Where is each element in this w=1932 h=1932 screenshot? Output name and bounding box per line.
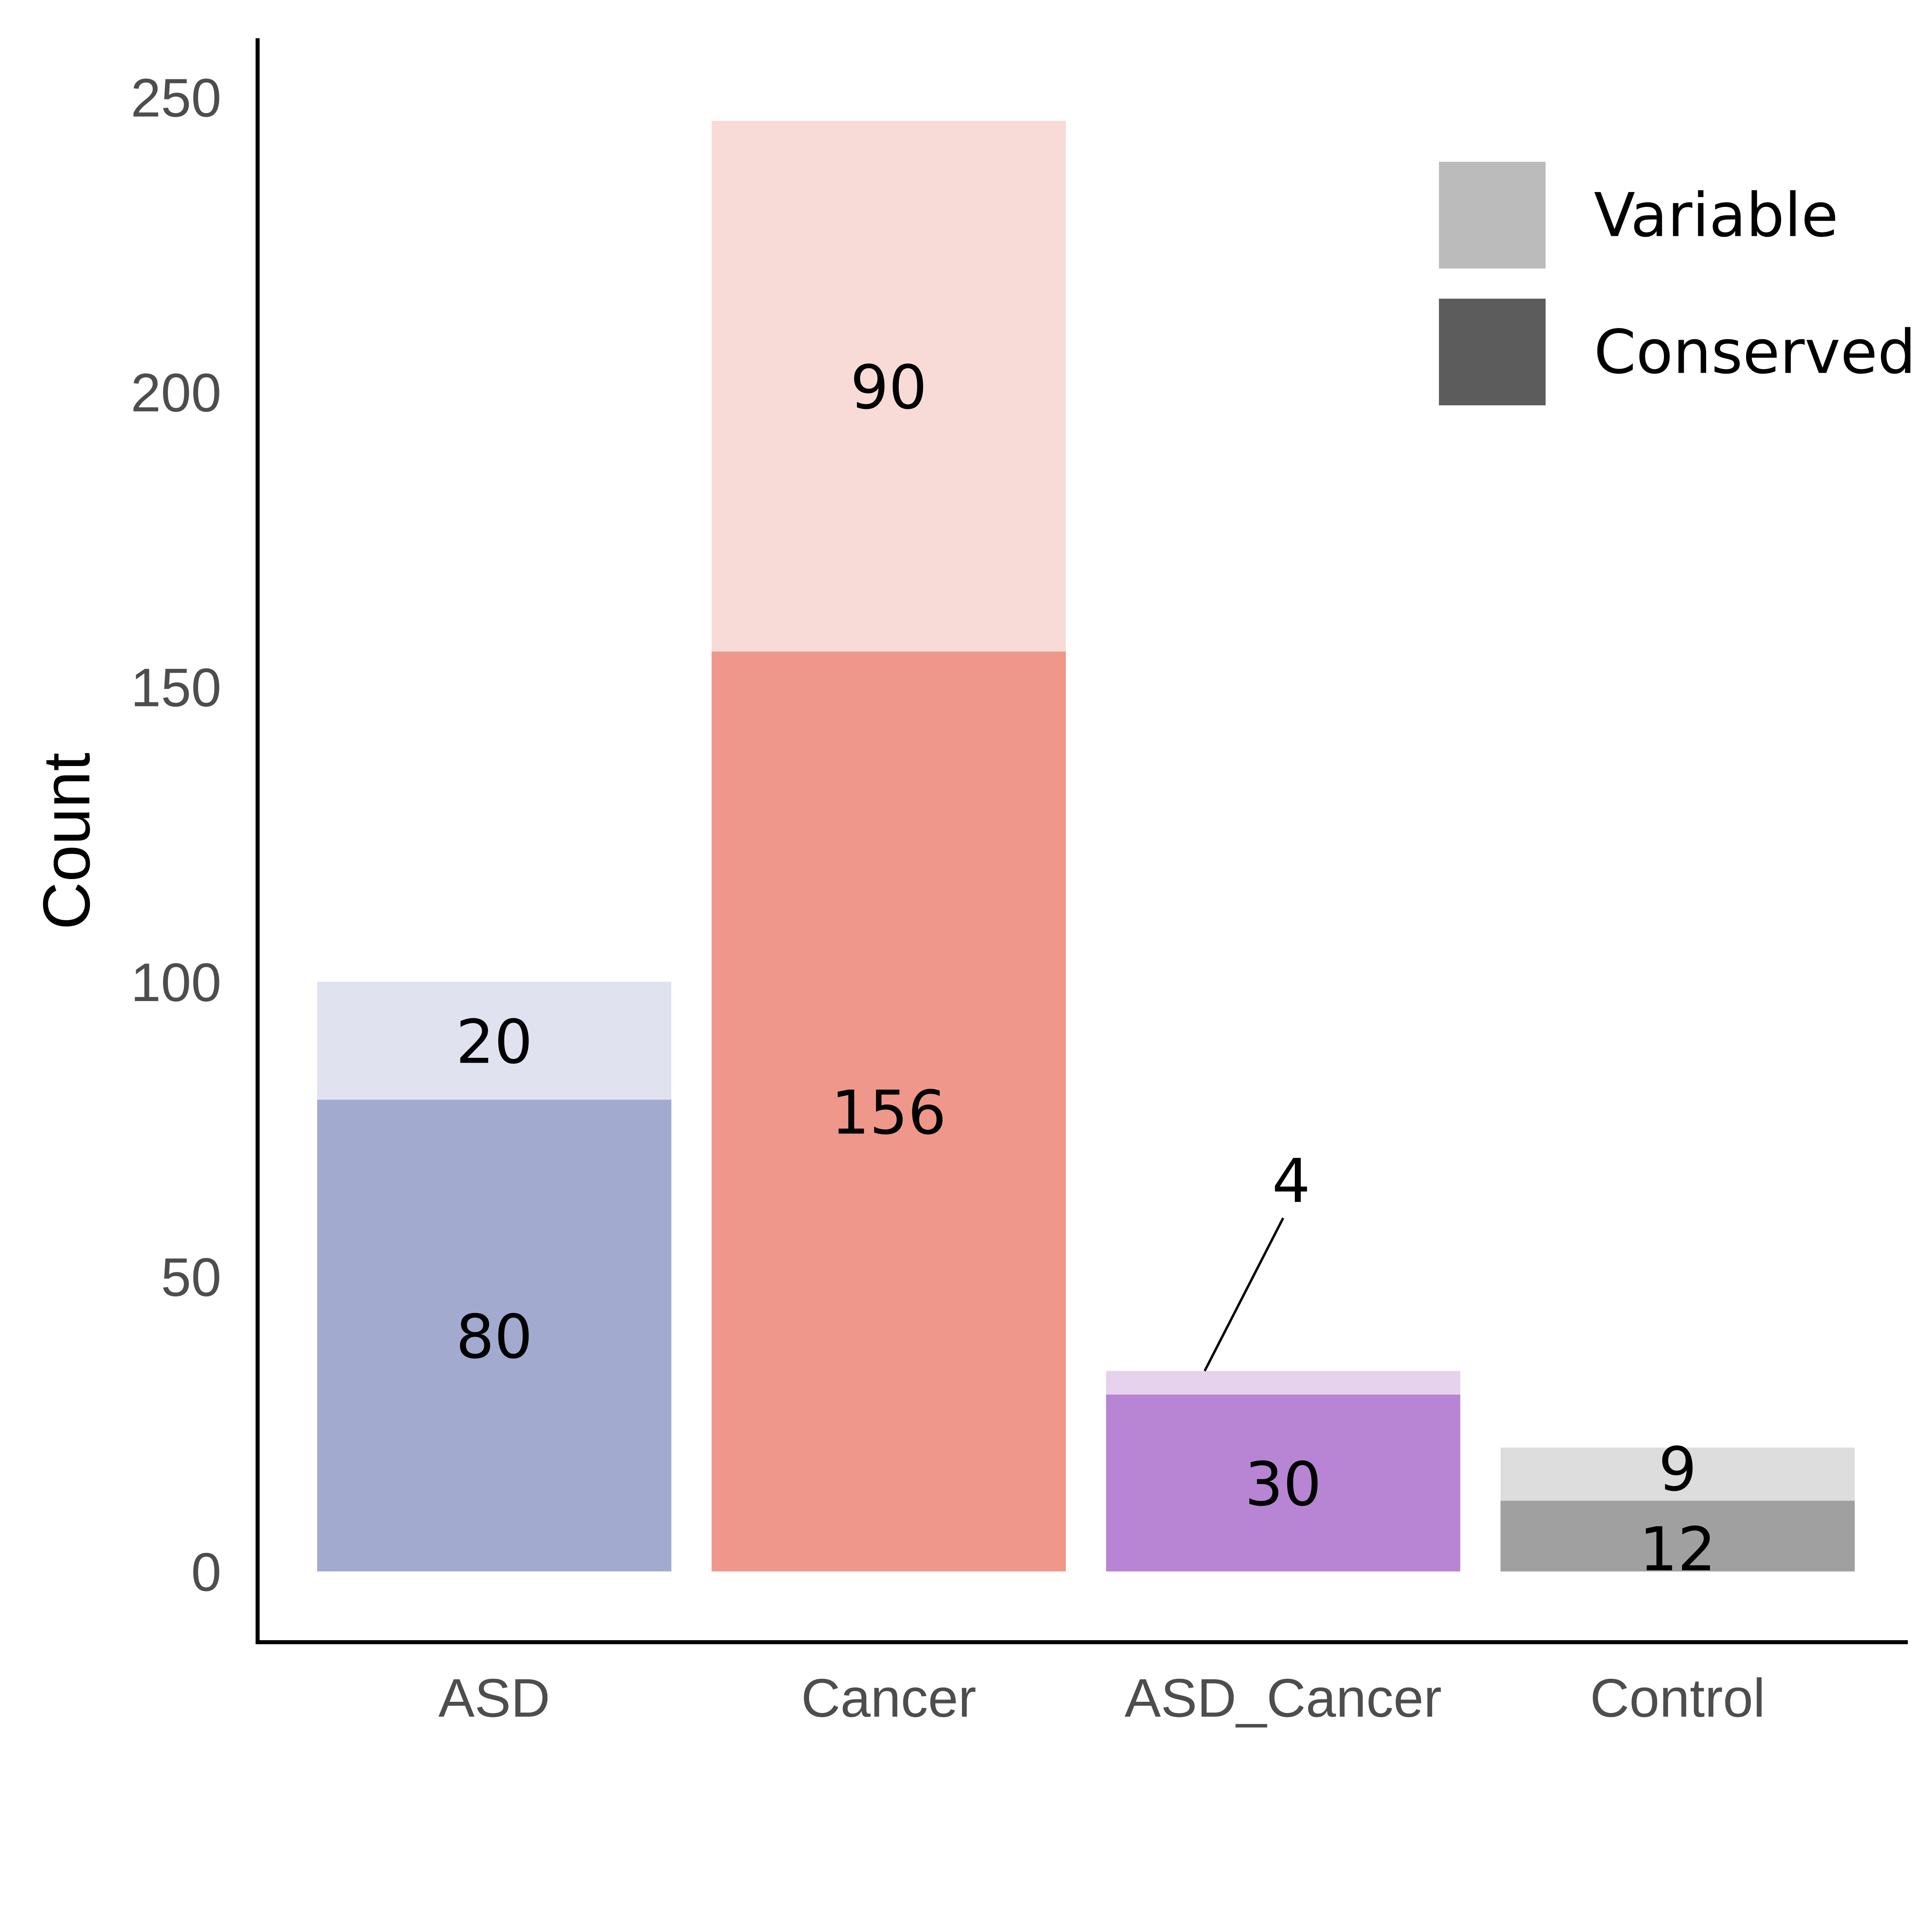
x-tick-label-cancer: Cancer [801, 1668, 976, 1728]
legend-swatch-conserved [1439, 299, 1546, 405]
y-tick-labels: 0 50 100 150 200 250 [131, 68, 221, 1603]
legend: Variable Conserved [1439, 162, 1916, 405]
data-label-control-variable: 9 [1658, 1435, 1697, 1505]
y-tick-label-50: 50 [161, 1247, 221, 1308]
x-tick-label-asd: ASD [438, 1668, 550, 1728]
legend-label-variable: Variable [1594, 181, 1838, 251]
bar-asd-cancer-conserved [1106, 1394, 1460, 1572]
x-tick-label-control: Control [1590, 1668, 1765, 1728]
y-tick-label-150: 150 [131, 657, 221, 718]
label-leader-line-asd-cancer-variable [1203, 1217, 1284, 1372]
bar-asd-cancer-variable [1106, 1371, 1460, 1395]
y-tick-label-200: 200 [131, 362, 221, 423]
y-tick-label-0: 0 [191, 1542, 221, 1602]
y-tick-label-100: 100 [131, 952, 221, 1013]
bars-layer [317, 121, 1855, 1572]
bar-control-conserved [1501, 1501, 1855, 1572]
y-axis-title: Count [29, 753, 103, 930]
bar-asd-variable [317, 982, 671, 1100]
data-label-cancer-variable: 90 [850, 353, 927, 423]
data-label-asd-cancer-conserved: 30 [1245, 1449, 1322, 1519]
x-tick-labels: ASD Cancer ASD_Cancer Control [438, 1668, 1765, 1728]
data-label-asd-variable: 20 [456, 1007, 533, 1077]
data-label-asd-cancer-variable: 4 [1272, 1146, 1310, 1216]
data-label-control-conserved: 12 [1639, 1515, 1716, 1585]
legend-swatch-variable [1439, 162, 1546, 268]
data-label-cancer-conserved: 156 [831, 1078, 946, 1148]
bar-cancer-conserved [712, 651, 1066, 1572]
bar-cancer-variable [712, 121, 1066, 652]
y-tick-label-250: 250 [131, 68, 221, 128]
x-tick-label-asd-cancer: ASD_Cancer [1125, 1668, 1442, 1728]
legend-label-conserved: Conserved [1594, 318, 1916, 388]
bar-control-variable [1501, 1447, 1855, 1501]
bar-asd-conserved [317, 1100, 671, 1572]
data-label-asd-conserved: 80 [456, 1302, 533, 1372]
axes-layer [256, 38, 1908, 1644]
data-labels-layer: 80 20 156 90 30 4 12 9 [456, 353, 1716, 1585]
